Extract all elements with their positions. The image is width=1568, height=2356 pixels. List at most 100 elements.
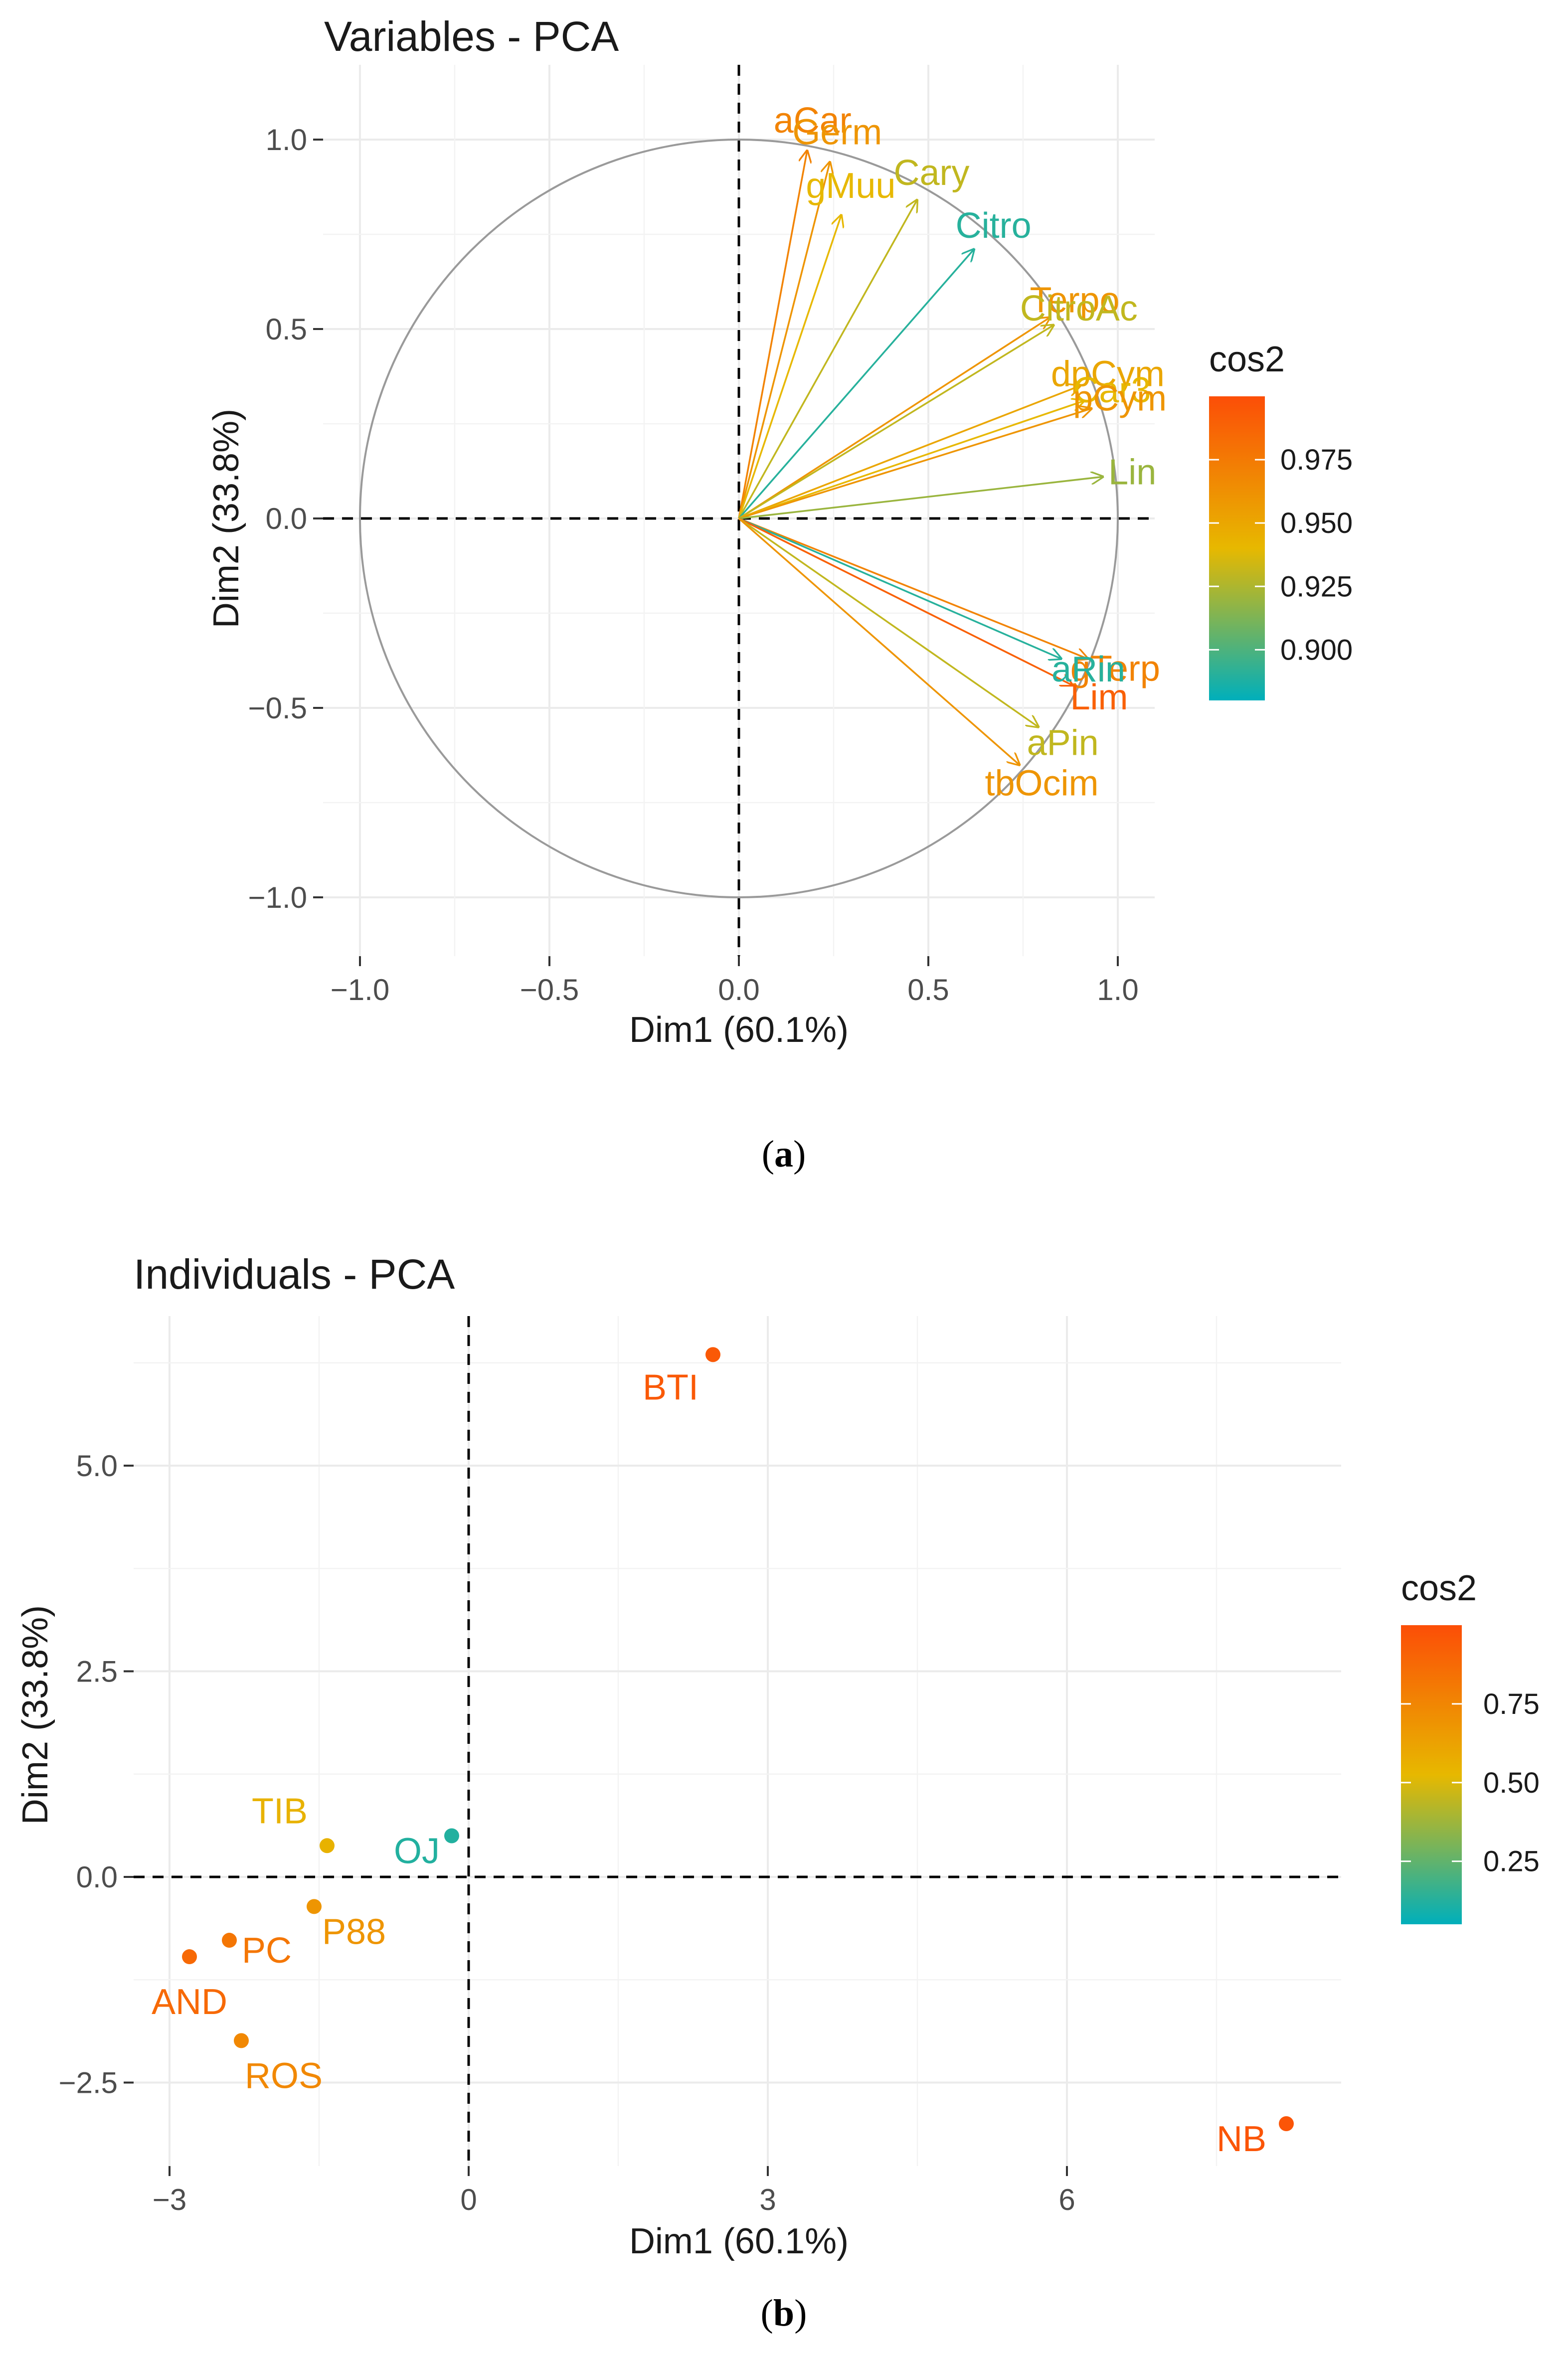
arrow-aRin — [738, 517, 1061, 659]
legend-tick-label-2: 0.925 — [1280, 570, 1353, 603]
legend-tick-label-3: 0.900 — [1280, 634, 1353, 666]
label-AND: AND — [152, 1982, 227, 2022]
panel-a-y-axis-label: Dim2 (33.8%) — [206, 409, 246, 628]
b-x-tick-label-0: −3 — [153, 2183, 186, 2216]
x-tick-label-1: −0.5 — [520, 973, 579, 1007]
panel-b-gridlines — [134, 1316, 1341, 2166]
panel-b-colorbar — [1401, 1625, 1462, 1924]
label-TIB: TIB — [252, 1791, 308, 1831]
panel-a-legend: cos2 0.975 0.950 0.925 0.900 — [1209, 339, 1353, 700]
label-pCym: pCym — [1073, 379, 1167, 419]
b-x-tick-label-3: 6 — [1058, 2183, 1075, 2216]
b-legend-tick-label-2: 0.25 — [1483, 1846, 1540, 1878]
panel-b-x-axis-label: Dim1 (60.1%) — [629, 2221, 849, 2261]
y-tick-label-3: −0.5 — [248, 691, 307, 725]
panel-b-y-axis-label: Dim2 (33.8%) — [15, 1605, 55, 1825]
individual-points — [182, 1347, 1294, 2131]
label-OJ: OJ — [394, 1832, 440, 1871]
b-y-tick-label-0: 5.0 — [76, 1449, 118, 1483]
arrow-aCar — [738, 151, 807, 519]
point-NB — [1279, 2116, 1294, 2131]
label-tbOcim: tbOcim — [985, 764, 1098, 804]
point-BTI — [705, 1347, 720, 1362]
y-tick-label-0: 1.0 — [266, 123, 307, 157]
individual-labels: BTI TIB OJ P88 PC AND ROS NB — [152, 1367, 1266, 2159]
y-tick-label-2: 0.0 — [266, 502, 307, 535]
label-dpCym: dpCym — [1051, 354, 1165, 394]
panel-a-title: Variables - PCA — [324, 13, 619, 60]
arrow-Citro — [738, 249, 974, 519]
label-Terpo: Terpo — [1030, 281, 1120, 321]
panel-b-x-axis: −3 0 3 6 — [153, 2166, 1075, 2216]
arrow-tbOcim — [738, 517, 1019, 765]
arrow-Cary — [738, 200, 917, 519]
label-PC: PC — [242, 1931, 292, 1971]
label-BTI: BTI — [643, 1367, 698, 1407]
x-tick-label-3: 0.5 — [907, 973, 949, 1007]
b-legend-tick-label-1: 0.50 — [1483, 1767, 1540, 1799]
point-P88 — [307, 1899, 322, 1914]
label-ROS: ROS — [245, 2056, 323, 2096]
arrow-CitroAc — [738, 325, 1053, 519]
arrow-Germ — [738, 163, 830, 519]
label-Citro: Citro — [956, 206, 1032, 246]
arrow-pCym — [738, 409, 1091, 519]
arrow-gTerp — [738, 517, 1087, 659]
point-PC — [222, 1933, 237, 1948]
arrow-Car3 — [738, 401, 1084, 519]
label-Germ: Germ — [792, 112, 882, 152]
panel-b-legend-ticks: 0.75 0.50 0.25 — [1401, 1688, 1540, 1878]
panel-a-x-axis: −1.0 −0.5 0.0 0.5 1.0 — [331, 956, 1139, 1007]
panel-a-legend-ticks: 0.975 0.950 0.925 0.900 — [1209, 444, 1353, 666]
label-NB: NB — [1217, 2119, 1266, 2159]
panel-a-caption: (a) — [762, 1133, 806, 1175]
b-y-tick-label-3: −2.5 — [59, 2066, 118, 2100]
panel-b-legend-title: cos2 — [1401, 1568, 1477, 1608]
legend-tick-label-1: 0.950 — [1280, 507, 1353, 539]
x-tick-label-0: −1.0 — [331, 973, 389, 1007]
point-TIB — [320, 1838, 335, 1853]
panel-b-caption: (b) — [761, 2292, 807, 2334]
b-x-tick-label-2: 3 — [759, 2183, 776, 2216]
label-Cary: Cary — [893, 153, 969, 193]
point-OJ — [444, 1828, 459, 1844]
x-tick-label-2: 0.0 — [718, 973, 759, 1007]
b-y-tick-label-1: 2.5 — [76, 1655, 118, 1688]
arrow-aPin — [738, 517, 1038, 727]
point-AND — [182, 1949, 197, 1965]
arrow-Lim — [738, 517, 1072, 685]
variable-arrows — [738, 151, 1103, 765]
label-aRin: aRin — [1051, 650, 1125, 689]
label-gMuu: gMuu — [806, 166, 895, 206]
arrow-Terpo — [738, 318, 1049, 519]
panel-b-title: Individuals - PCA — [134, 1251, 455, 1298]
panel-a-y-axis: 1.0 0.5 0.0 −0.5 −1.0 — [248, 123, 323, 914]
y-tick-label-4: −1.0 — [248, 881, 307, 914]
label-Lin: Lin — [1108, 453, 1156, 493]
arrow-Lin — [738, 477, 1103, 519]
legend-tick-label-0: 0.975 — [1280, 444, 1353, 476]
panel-a-legend-title: cos2 — [1209, 339, 1285, 379]
label-aPin: aPin — [1027, 723, 1099, 763]
b-y-tick-label-2: 0.0 — [76, 1860, 118, 1894]
y-tick-label-1: 0.5 — [266, 313, 307, 346]
label-Lim: Lim — [1070, 677, 1128, 717]
label-P88: P88 — [322, 1912, 386, 1952]
panel-b-individuals-pca: Individuals - PCA BTITIBOJP88PCANDROSNB … — [15, 1251, 1540, 2334]
label-CitroAc: CitroAc — [1020, 289, 1138, 329]
panel-a-colorbar — [1209, 396, 1265, 700]
arrow-dpCym — [738, 386, 1080, 519]
label-aCar: aCar — [774, 101, 852, 141]
label-gTerp: gTerp — [1070, 649, 1160, 689]
panel-b-legend: cos2 0.75 0.50 0.25 — [1401, 1568, 1540, 1924]
label-Car3: Car3 — [1073, 370, 1151, 410]
panel-a-x-axis-label: Dim1 (60.1%) — [629, 1010, 849, 1050]
point-ROS — [234, 2033, 249, 2048]
b-x-tick-label-1: 0 — [460, 2183, 477, 2216]
arrow-gMuu — [738, 215, 841, 519]
correlation-circle — [359, 139, 1119, 898]
x-tick-label-4: 1.0 — [1097, 973, 1138, 1007]
